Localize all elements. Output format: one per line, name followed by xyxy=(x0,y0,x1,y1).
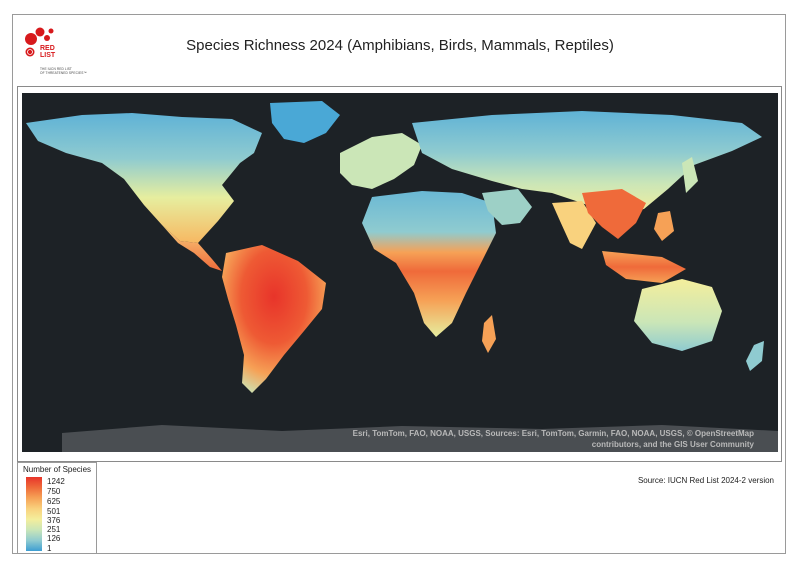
madagascar xyxy=(482,315,496,353)
southeast-asia-mainland xyxy=(582,189,646,239)
legend-label-750: 750 xyxy=(47,487,61,496)
new-zealand xyxy=(746,341,764,371)
legend-label-1242: 1242 xyxy=(47,477,65,486)
central-america xyxy=(162,225,222,271)
africa xyxy=(362,191,496,337)
south-america xyxy=(222,245,326,393)
species-richness-map[interactable] xyxy=(22,93,778,452)
map-attribution-line-1: Esri, TomTom, FAO, NOAA, USGS, Sources: … xyxy=(352,429,754,438)
legend-label-376: 376 xyxy=(47,516,61,525)
europe xyxy=(340,133,422,189)
middle-east xyxy=(482,189,532,225)
legend-label-501: 501 xyxy=(47,507,61,516)
logo-wordmark-top: RED xyxy=(40,45,55,52)
north-america xyxy=(26,113,262,243)
red-list-logo-icon: RED LIST xyxy=(25,27,56,59)
legend-title: Number of Species xyxy=(23,465,92,474)
page-frame xyxy=(12,14,786,554)
antarctica xyxy=(62,425,778,452)
data-source: Source: IUCN Red List 2024-2 version xyxy=(637,476,774,485)
australia xyxy=(634,279,722,351)
indonesia xyxy=(602,251,686,283)
map-title: Species Richness 2024 (Amphibians, Birds… xyxy=(186,37,614,54)
legend-label-126: 126 xyxy=(47,534,61,543)
iucn-red-list-logo: RED LIST xyxy=(24,24,94,80)
legend-label-625: 625 xyxy=(47,497,61,506)
legend-color-ramp xyxy=(26,477,42,551)
legend-label-251: 251 xyxy=(47,525,61,534)
india xyxy=(552,201,596,249)
map-attribution: Esri, TomTom, FAO, NOAA, USGS, Sources: … xyxy=(334,428,754,450)
map-attribution-line-2: contributors, and the GIS User Community xyxy=(591,440,754,449)
logo-wordmark-bottom: LIST xyxy=(40,52,56,59)
northern-asia xyxy=(412,111,762,215)
japan xyxy=(682,157,698,193)
philippines xyxy=(654,211,674,241)
legend-label-1: 1 xyxy=(47,544,52,553)
greenland xyxy=(270,101,340,143)
logo-tagline-2: OF THREATENED SPECIES™ xyxy=(40,71,87,75)
logo-tagline-1: THE IUCN RED LIST xyxy=(40,67,72,71)
